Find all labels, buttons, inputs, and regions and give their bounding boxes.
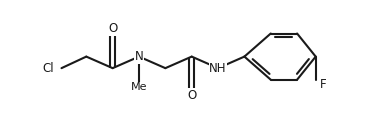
- Text: O: O: [187, 89, 196, 102]
- Text: Cl: Cl: [42, 62, 54, 75]
- Text: O: O: [108, 22, 117, 35]
- Text: Me: Me: [131, 82, 147, 92]
- Text: N: N: [135, 50, 144, 63]
- Text: NH: NH: [209, 62, 227, 75]
- Text: F: F: [321, 78, 327, 91]
